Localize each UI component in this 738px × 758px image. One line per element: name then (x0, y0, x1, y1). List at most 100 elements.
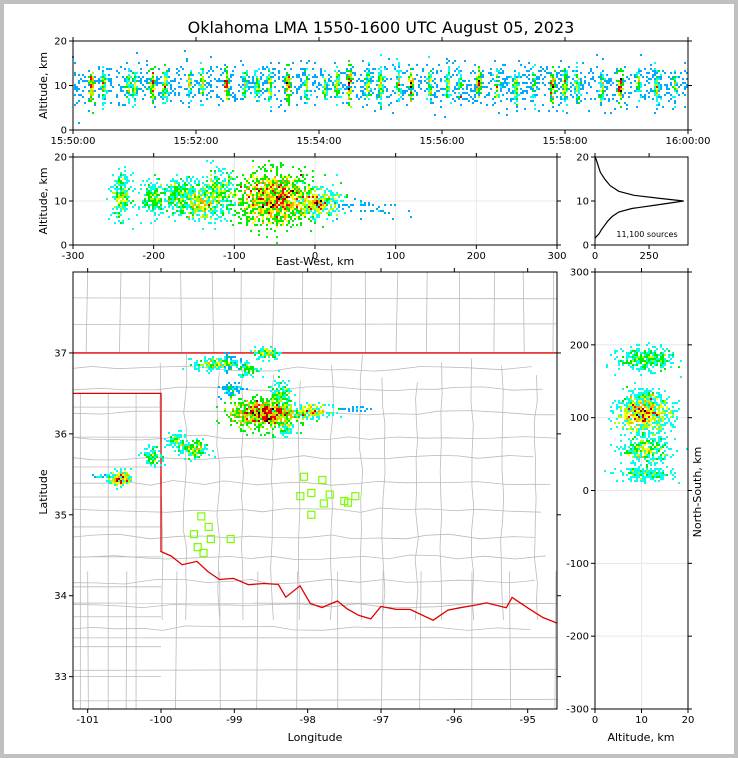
east-west-source (330, 194, 332, 196)
east-west-source (272, 216, 274, 218)
east-west-source (256, 184, 258, 186)
time-height-source (406, 90, 408, 92)
east-west-source (172, 194, 174, 196)
time-height-source (498, 80, 500, 82)
east-west-source (174, 220, 176, 222)
time-height-source (512, 80, 514, 82)
county-line (73, 625, 531, 631)
time-height-source (90, 98, 92, 100)
east-west-source (286, 196, 288, 198)
plan-view-source (300, 410, 302, 412)
plan-view-source (206, 444, 208, 446)
east-west-source (176, 194, 178, 196)
east-west-source (158, 178, 160, 180)
time-height-source (102, 84, 104, 86)
east-west-source (156, 206, 158, 208)
time-height-source (620, 106, 622, 108)
time-height-source (136, 90, 138, 92)
time-height-source (452, 98, 454, 100)
east-west-source (258, 220, 260, 222)
plan-view-source (278, 422, 280, 424)
plan-view-source (268, 404, 270, 406)
plan-view-source (146, 460, 148, 462)
time-height-source (514, 70, 516, 72)
time-height-source (250, 82, 252, 84)
plan-view-source (188, 454, 190, 456)
time-height-source (164, 80, 166, 82)
east-west-source (296, 188, 298, 190)
east-west-source (168, 216, 170, 218)
time-height-source (174, 92, 176, 94)
time-height-source (88, 70, 90, 72)
east-west-source (176, 190, 178, 192)
plan-view-source (118, 482, 120, 484)
east-west-source (126, 190, 128, 192)
time-height-source (166, 90, 168, 92)
east-west-source (184, 184, 186, 186)
time-height-source (274, 74, 276, 76)
time-height-source (286, 90, 288, 92)
plan-view-source (302, 418, 304, 420)
time-height-source (168, 68, 170, 70)
time-height-source (460, 104, 462, 106)
east-west-source (226, 204, 228, 206)
east-west-source (216, 210, 218, 212)
time-height-source (486, 94, 488, 96)
east-west-source (156, 182, 158, 184)
east-west-source (270, 196, 272, 198)
time-height-source (490, 72, 492, 74)
time-height-source (428, 88, 430, 90)
plan-view-source (272, 356, 274, 358)
plan-view-source (244, 372, 246, 374)
east-west-source (264, 190, 266, 192)
plan-view-source (276, 422, 278, 424)
east-west-source (340, 200, 342, 202)
east-west-source (122, 222, 124, 224)
east-west-source (276, 226, 278, 228)
plan-view-source (246, 368, 248, 370)
time-height-source (278, 90, 280, 92)
plan-view-source (114, 478, 116, 480)
time-height-source (454, 92, 456, 94)
east-west-source (192, 192, 194, 194)
east-west-source (378, 210, 380, 212)
time-height-source (380, 106, 382, 108)
plan-view-source (226, 392, 228, 394)
time-height-source (496, 74, 498, 76)
east-west-source (216, 184, 218, 186)
east-west-source (228, 196, 230, 198)
east-west-source (270, 208, 272, 210)
time-height-source (254, 86, 256, 88)
east-west-source (228, 208, 230, 210)
east-west-source (292, 206, 294, 208)
east-west-source (224, 184, 226, 186)
time-height-source (308, 78, 310, 80)
plan-view-source (122, 478, 124, 480)
east-west-source (364, 210, 366, 212)
time-height-source (140, 72, 142, 74)
east-west-source (322, 206, 324, 208)
east-west-source (316, 186, 318, 188)
east-west-source (274, 230, 276, 232)
time-height-source (222, 100, 224, 102)
east-west-source (268, 202, 270, 204)
plan-view-source (284, 430, 286, 432)
plan-view-source (158, 460, 160, 462)
east-west-source (118, 206, 120, 208)
east-west-source (268, 210, 270, 212)
plan-view-source (280, 352, 282, 354)
time-height-source (132, 92, 134, 94)
time-height-source (100, 86, 102, 88)
time-height-source (408, 78, 410, 80)
time-height-source (88, 84, 90, 86)
east-west-source (318, 210, 320, 212)
time-height-source (638, 84, 640, 86)
east-west-tick-label: 200 (467, 251, 486, 262)
east-west-source (208, 188, 210, 190)
time-height-source (478, 80, 480, 82)
east-west-source (244, 208, 246, 210)
east-west-source (220, 210, 222, 212)
east-west-source (350, 210, 352, 212)
east-west-source (352, 204, 354, 206)
time-height-source (392, 112, 394, 114)
